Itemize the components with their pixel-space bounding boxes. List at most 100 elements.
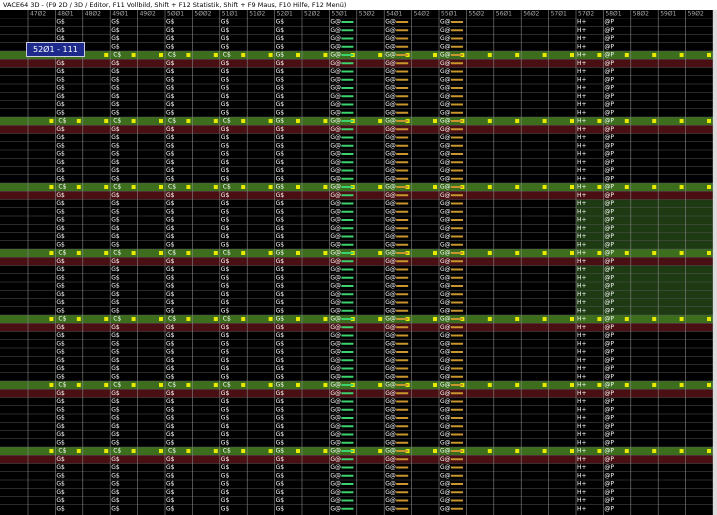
cell-label: @P: [604, 332, 614, 339]
cell-label: G$: [276, 497, 285, 504]
cell-label: G@: [330, 258, 341, 265]
cell-bar: [451, 210, 463, 213]
marker: [186, 317, 191, 321]
grid-view[interactable]: G$ G$ G$ G$ G$ G@ G@ G@ H+ @P G$ G$ G$ G$ G$ G@ G@ G@ H+ @P…: [0, 10, 717, 515]
cell-label: H+: [577, 291, 587, 298]
cell-label: G@: [440, 225, 451, 232]
cell-bar: [341, 45, 354, 48]
cell-label: @P: [604, 382, 614, 389]
cell-label: G$: [221, 109, 230, 116]
cell-label: G$: [221, 472, 230, 479]
cell-label: G$: [111, 208, 120, 215]
column-header: 55Ø2: [468, 11, 484, 18]
cell-bar: [451, 169, 463, 172]
cell-label: G$: [276, 505, 285, 512]
cell-label: G$: [276, 415, 285, 422]
cell-label: H+: [577, 390, 587, 397]
cell-label: G$: [111, 109, 120, 116]
cell-label: G@: [385, 431, 396, 438]
cell-label: H+: [577, 184, 587, 191]
cell-label: G$: [221, 151, 230, 158]
cell-label: G@: [440, 118, 451, 125]
cell-label: G$: [56, 60, 65, 67]
cell-label: G$: [111, 472, 120, 479]
marker: [433, 185, 437, 189]
cell-label: G$: [166, 340, 175, 347]
section-label: C$: [113, 250, 121, 257]
cell-bar: [451, 227, 463, 230]
cell-bar: [341, 87, 354, 89]
cell-label: @P: [604, 415, 614, 422]
cell-label: G$: [111, 423, 120, 430]
cell-label: G$: [276, 398, 285, 405]
cell-label: H+: [577, 448, 587, 455]
cell-bar: [341, 433, 354, 436]
marker: [186, 53, 191, 57]
cell-label: G@: [440, 85, 451, 92]
cell-label: G$: [221, 175, 230, 182]
cell-label: G$: [56, 192, 65, 199]
cell-label: G@: [385, 365, 396, 372]
cell-label: G@: [330, 324, 341, 331]
cell-label: G$: [166, 76, 175, 83]
cell-bar: [451, 260, 463, 263]
cell-label: G$: [56, 423, 65, 430]
cell-label: H+: [577, 266, 587, 273]
cell-bar: [341, 301, 354, 304]
cell-label: G@: [440, 489, 451, 496]
cell-bar: [396, 326, 409, 329]
section-label: C$: [58, 250, 66, 257]
cell-label: G$: [221, 217, 230, 224]
marker: [49, 317, 54, 321]
cell-bar: [451, 29, 463, 32]
section-label: C$: [58, 184, 66, 191]
marker: [542, 53, 547, 57]
cell-label: H+: [577, 332, 587, 339]
cell-bar: [341, 29, 354, 32]
cell-label: G$: [276, 307, 285, 314]
cell-bar: [396, 62, 409, 65]
marker: [241, 449, 246, 453]
cell-label: G@: [385, 340, 396, 347]
cell-bar: [451, 417, 463, 419]
column-header: 59Ø2: [688, 11, 704, 18]
cell-label: G@: [385, 497, 396, 504]
section-label: C$: [113, 184, 121, 191]
cell-label: G@: [440, 274, 451, 281]
cell-label: H+: [577, 118, 587, 125]
cell-label: H+: [577, 19, 587, 26]
marker: [104, 383, 109, 387]
cell-bar: [451, 87, 463, 89]
cell-label: H+: [577, 373, 587, 380]
cell-label: @P: [604, 464, 614, 471]
section-label: C$: [168, 184, 176, 191]
cell-label: @P: [604, 365, 614, 372]
cell-label: G@: [385, 266, 396, 273]
marker: [49, 383, 54, 387]
cell-label: G@: [385, 398, 396, 405]
cell-label: G$: [111, 151, 120, 158]
cell-label: G$: [166, 398, 175, 405]
cell-label: G$: [166, 324, 175, 331]
cell-label: G$: [111, 76, 120, 83]
cell-label: G@: [440, 415, 451, 422]
cell-label: G$: [166, 241, 175, 248]
cell-bar: [396, 144, 409, 147]
cell-label: G@: [330, 373, 341, 380]
cell-bar: [451, 276, 463, 279]
cell-label: G$: [56, 464, 65, 471]
cell-label: H+: [577, 60, 587, 67]
cell-label: H+: [577, 68, 587, 75]
cell-label: G$: [111, 241, 120, 248]
cell-label: G$: [276, 52, 285, 59]
marker: [76, 251, 81, 255]
cell-label: G@: [330, 118, 341, 125]
cell-label: G@: [385, 357, 396, 364]
marker: [104, 119, 109, 123]
marker: [515, 185, 520, 189]
cell-label: G$: [56, 481, 65, 488]
marker: [707, 185, 711, 189]
cell-label: @P: [604, 324, 614, 331]
section-label: C$: [168, 382, 176, 389]
cell-bar: [341, 62, 354, 65]
